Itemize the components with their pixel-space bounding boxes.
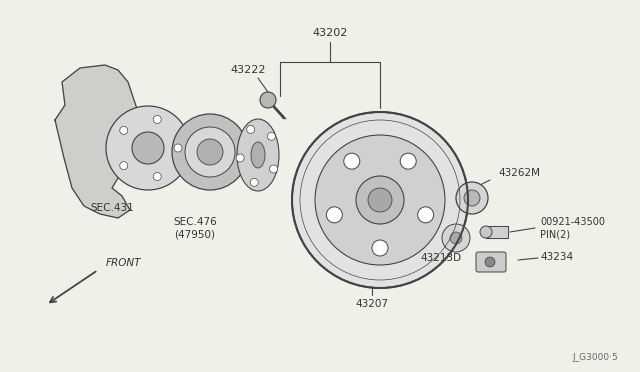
Circle shape bbox=[464, 190, 480, 206]
Text: 43222: 43222 bbox=[230, 65, 266, 75]
Circle shape bbox=[485, 257, 495, 267]
Polygon shape bbox=[486, 226, 508, 238]
Text: 00921-43500: 00921-43500 bbox=[540, 217, 605, 227]
Text: (47950): (47950) bbox=[175, 229, 216, 239]
Polygon shape bbox=[55, 65, 142, 218]
Circle shape bbox=[120, 161, 128, 170]
Circle shape bbox=[450, 232, 462, 244]
Circle shape bbox=[269, 165, 278, 173]
Circle shape bbox=[368, 188, 392, 212]
Text: PIN(2): PIN(2) bbox=[540, 229, 570, 239]
Ellipse shape bbox=[251, 142, 265, 168]
Circle shape bbox=[132, 132, 164, 164]
Circle shape bbox=[246, 125, 255, 134]
Circle shape bbox=[292, 112, 468, 288]
Circle shape bbox=[153, 173, 161, 180]
Text: 43262M: 43262M bbox=[498, 168, 540, 178]
Text: J_G3000·5: J_G3000·5 bbox=[572, 353, 618, 362]
Circle shape bbox=[344, 153, 360, 169]
Circle shape bbox=[197, 139, 223, 165]
FancyBboxPatch shape bbox=[476, 252, 506, 272]
Circle shape bbox=[185, 127, 235, 177]
Circle shape bbox=[260, 92, 276, 108]
Text: SEC.431: SEC.431 bbox=[90, 203, 134, 213]
Circle shape bbox=[120, 126, 128, 134]
Circle shape bbox=[174, 144, 182, 152]
Circle shape bbox=[400, 153, 416, 169]
Text: 43234: 43234 bbox=[540, 252, 573, 262]
Circle shape bbox=[236, 154, 244, 162]
Text: 43213D: 43213D bbox=[420, 253, 461, 263]
Circle shape bbox=[250, 179, 259, 186]
Circle shape bbox=[268, 132, 275, 140]
Circle shape bbox=[456, 182, 488, 214]
Circle shape bbox=[418, 207, 434, 223]
Circle shape bbox=[315, 135, 445, 265]
Circle shape bbox=[172, 114, 248, 190]
Circle shape bbox=[480, 226, 492, 238]
Circle shape bbox=[372, 240, 388, 256]
Text: FRONT: FRONT bbox=[106, 258, 141, 268]
Text: 43202: 43202 bbox=[312, 28, 348, 38]
Circle shape bbox=[106, 106, 190, 190]
Text: 43207: 43207 bbox=[355, 299, 388, 309]
Circle shape bbox=[326, 207, 342, 223]
Circle shape bbox=[442, 224, 470, 252]
Circle shape bbox=[356, 176, 404, 224]
Text: SEC.476: SEC.476 bbox=[173, 217, 217, 227]
Circle shape bbox=[153, 115, 161, 124]
Ellipse shape bbox=[237, 119, 279, 191]
